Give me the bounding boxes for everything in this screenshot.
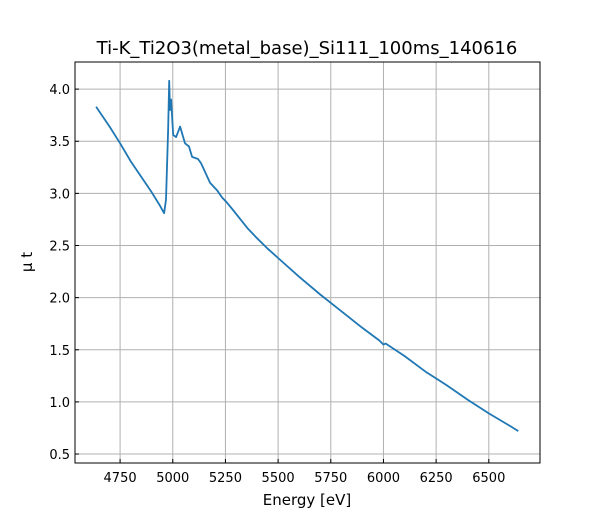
x-tick-label: 6250 xyxy=(420,471,453,486)
x-tick-label: 6500 xyxy=(472,471,505,486)
ticks: 4750 5000 5250 5500 5750 6000 6250 6500 0.5 1.0 1.… xyxy=(49,83,505,486)
y-axis-label: μ t xyxy=(18,252,36,272)
x-axis-label: Energy [eV] xyxy=(263,491,351,509)
y-tick-label: 1.5 xyxy=(49,344,70,359)
x-tick-label: 5000 xyxy=(156,471,189,486)
x-tick-label: 6000 xyxy=(367,471,400,486)
y-tick-label: 2.5 xyxy=(49,240,70,255)
y-tick-label: 0.5 xyxy=(49,448,70,463)
y-tick-label: 3.5 xyxy=(49,135,70,150)
plot-frame xyxy=(74,61,541,464)
x-tick-label: 5500 xyxy=(262,471,295,486)
series-line xyxy=(95,79,519,432)
x-tick-label: 5250 xyxy=(209,471,242,486)
x-tick-label: 5750 xyxy=(314,471,347,486)
y-tick-label: 3.0 xyxy=(49,187,70,202)
x-tick-label: 4750 xyxy=(104,471,137,486)
y-tick-label: 2.0 xyxy=(49,292,70,307)
y-tick-label: 1.0 xyxy=(49,396,70,411)
chart-title: Ti-K_Ti2O3(metal_base)_Si111_100ms_14061… xyxy=(96,38,518,59)
y-tick-label: 4.0 xyxy=(49,83,70,98)
grid xyxy=(75,62,540,463)
